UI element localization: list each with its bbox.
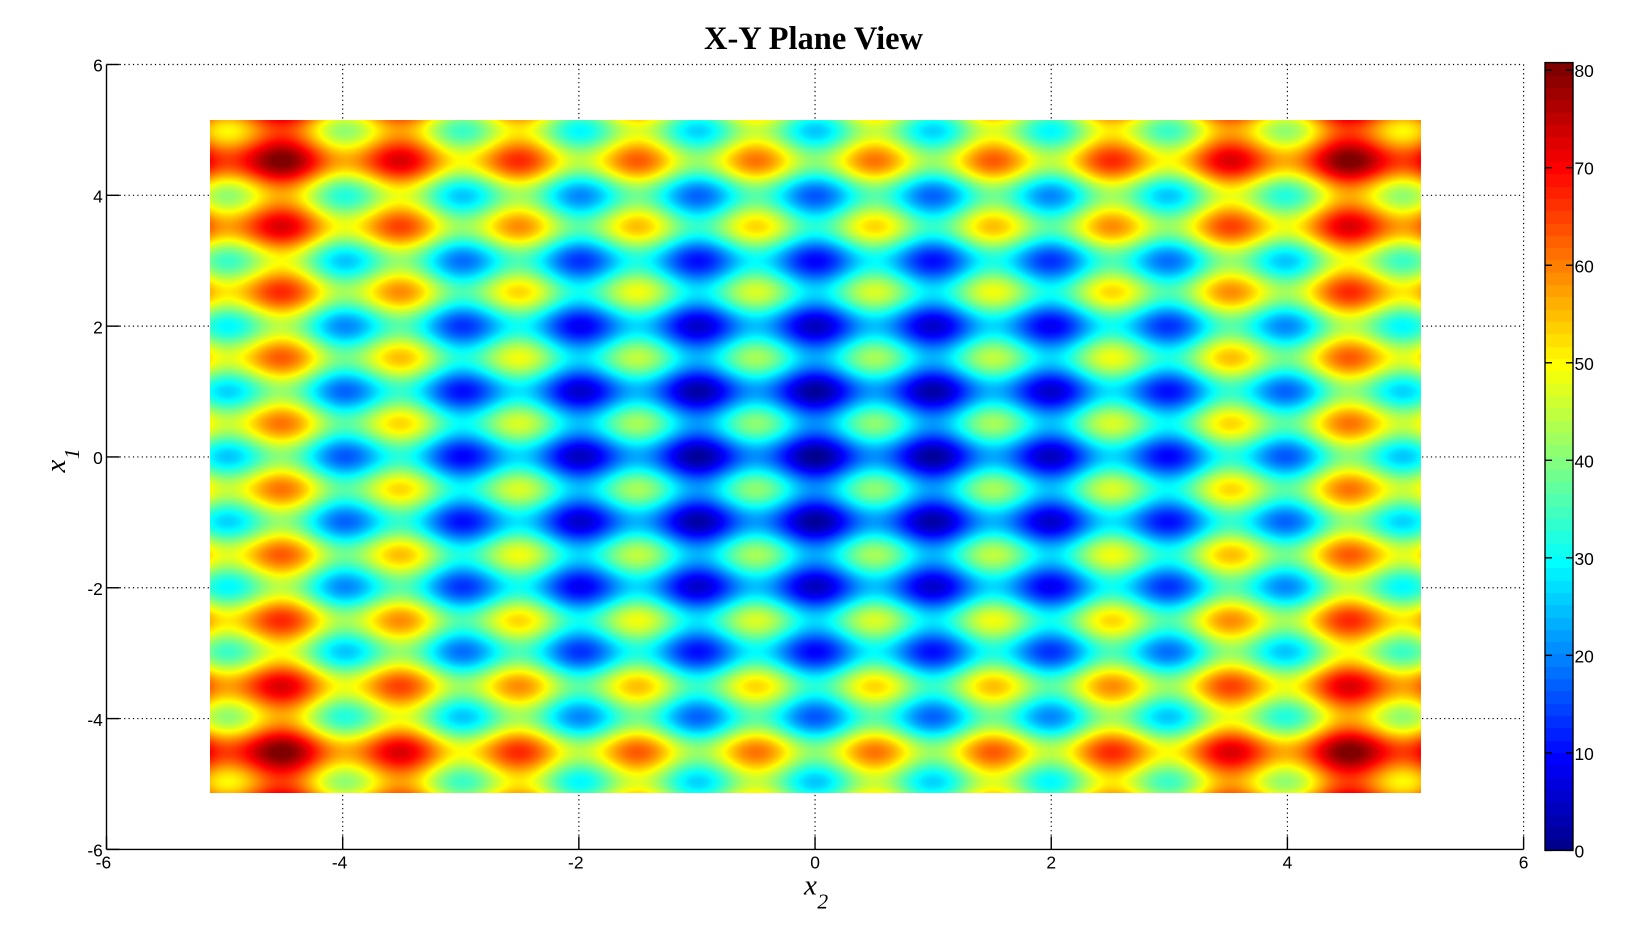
svg-text:10: 10 bbox=[1575, 744, 1594, 764]
svg-text:40: 40 bbox=[1575, 451, 1594, 471]
svg-text:50: 50 bbox=[1575, 354, 1594, 374]
svg-text:X-Y Plane View: X-Y Plane View bbox=[704, 21, 924, 57]
svg-text:60: 60 bbox=[1575, 256, 1594, 276]
svg-text:x1: x1 bbox=[40, 448, 84, 473]
svg-text:30: 30 bbox=[1575, 549, 1594, 569]
svg-text:-2: -2 bbox=[87, 579, 102, 599]
svg-text:70: 70 bbox=[1575, 159, 1594, 179]
svg-text:x2: x2 bbox=[803, 870, 828, 914]
svg-text:6: 6 bbox=[1519, 853, 1529, 873]
svg-text:-4: -4 bbox=[87, 710, 103, 730]
svg-text:4: 4 bbox=[93, 187, 103, 207]
svg-text:0: 0 bbox=[810, 853, 820, 873]
svg-text:0: 0 bbox=[93, 448, 103, 468]
svg-text:4: 4 bbox=[1283, 853, 1293, 873]
svg-text:-4: -4 bbox=[332, 853, 348, 873]
svg-text:-2: -2 bbox=[568, 853, 583, 873]
svg-text:0: 0 bbox=[1575, 841, 1585, 861]
svg-text:2: 2 bbox=[1046, 853, 1056, 873]
svg-text:-6: -6 bbox=[96, 853, 111, 873]
svg-text:6: 6 bbox=[93, 56, 103, 76]
svg-text:-6: -6 bbox=[87, 841, 102, 861]
svg-text:2: 2 bbox=[93, 317, 103, 337]
svg-text:20: 20 bbox=[1575, 646, 1594, 666]
svg-text:80: 80 bbox=[1575, 61, 1594, 81]
